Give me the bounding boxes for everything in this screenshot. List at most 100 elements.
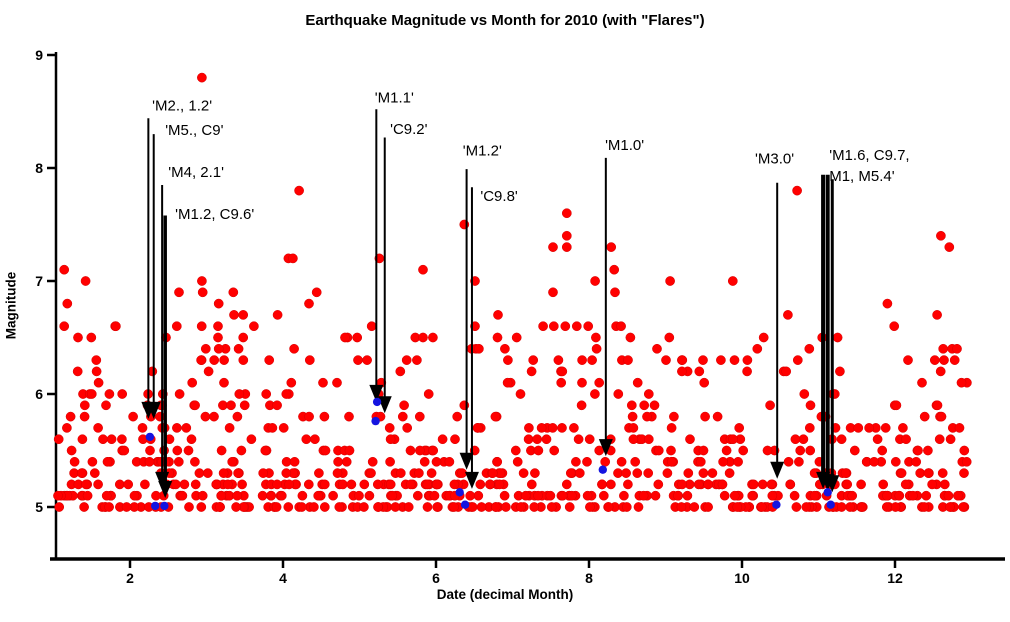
quake-dot bbox=[228, 287, 239, 298]
quake-dot bbox=[836, 434, 847, 445]
flare-annotation-label: 'M1.0' bbox=[605, 137, 644, 154]
quake-dot bbox=[560, 321, 571, 332]
quake-dot bbox=[211, 479, 222, 490]
quake-dot bbox=[457, 468, 467, 478]
quake-dot bbox=[89, 468, 100, 478]
quake-dot bbox=[429, 490, 440, 501]
quake-dot bbox=[801, 502, 812, 512]
flare-annotation-label: 'M4, 2.1' bbox=[168, 164, 224, 181]
quake-dot bbox=[742, 366, 752, 377]
quake-dot bbox=[698, 355, 708, 365]
x-tick-label: 6 bbox=[432, 570, 440, 586]
quake-dot bbox=[174, 389, 185, 399]
quake-dot bbox=[276, 490, 287, 501]
quake-dot bbox=[233, 468, 243, 478]
quake-dot bbox=[385, 434, 396, 445]
flare-annotation-label: 'C9.2' bbox=[390, 121, 428, 138]
quake-dot bbox=[82, 490, 93, 501]
quake-dot bbox=[703, 479, 714, 490]
quake-dot bbox=[129, 490, 140, 501]
quake-dot bbox=[610, 287, 620, 298]
quake-dot bbox=[493, 310, 503, 320]
quake-dot bbox=[626, 400, 637, 411]
quake-dot bbox=[200, 411, 211, 422]
quake-dot bbox=[492, 456, 503, 467]
quake-dot bbox=[309, 502, 319, 512]
quake-dot bbox=[397, 411, 408, 422]
quake-dot bbox=[619, 490, 629, 501]
quake-dot bbox=[101, 400, 111, 411]
quake-dot bbox=[785, 479, 796, 490]
quake-dot bbox=[919, 411, 930, 422]
quake-dot bbox=[557, 366, 568, 377]
quake-dot bbox=[231, 502, 241, 512]
quake-dot bbox=[452, 411, 463, 422]
quake-dot bbox=[724, 468, 735, 478]
flare-arrowhead bbox=[369, 384, 384, 402]
quake-dot bbox=[792, 355, 803, 365]
quake-dot bbox=[583, 321, 594, 332]
quake-dot bbox=[510, 445, 521, 456]
quake-dot bbox=[869, 456, 879, 467]
quake-dot bbox=[541, 434, 552, 445]
quake-dot bbox=[476, 502, 487, 512]
quake-dot bbox=[213, 332, 223, 343]
quake-dot bbox=[187, 377, 198, 388]
quake-dot bbox=[832, 332, 843, 343]
quake-dot bbox=[190, 479, 201, 490]
quake-dot bbox=[128, 411, 138, 422]
quake-dot bbox=[219, 355, 229, 365]
quake-dot bbox=[194, 468, 205, 478]
quake-dot bbox=[799, 389, 810, 399]
quake-dot bbox=[781, 366, 792, 377]
quake-dot bbox=[666, 456, 677, 467]
quake-dot bbox=[303, 479, 314, 490]
quake-dot bbox=[213, 298, 224, 309]
quake-dot bbox=[344, 411, 354, 422]
quake-dot bbox=[80, 276, 91, 286]
quake-dot bbox=[756, 502, 767, 512]
quake-dot bbox=[344, 445, 355, 456]
quake-dot bbox=[836, 502, 847, 512]
quake-dot bbox=[938, 343, 949, 354]
quake-dot bbox=[939, 479, 950, 490]
quake-dot bbox=[952, 343, 962, 354]
quake-dot bbox=[698, 445, 709, 456]
quake-dot bbox=[213, 343, 224, 354]
quake-dot bbox=[921, 490, 932, 501]
quake-dot bbox=[528, 355, 539, 365]
quake-dot bbox=[791, 502, 802, 512]
quake-dot bbox=[249, 321, 259, 332]
quake-dot bbox=[794, 456, 804, 467]
quake-dot bbox=[412, 490, 423, 501]
quake-dot bbox=[183, 445, 194, 456]
flare-arrowhead bbox=[146, 401, 161, 419]
quake-dot bbox=[284, 479, 294, 490]
quake-dot bbox=[673, 490, 683, 501]
quake-dot bbox=[898, 423, 908, 433]
quake-dot bbox=[373, 502, 383, 512]
quake-dot bbox=[313, 490, 324, 501]
quake-dot bbox=[144, 456, 155, 467]
quake-dot bbox=[638, 490, 649, 501]
quake-dot bbox=[390, 502, 401, 512]
quake-dot bbox=[86, 332, 97, 343]
quake-dot bbox=[643, 468, 654, 478]
quake-dot bbox=[91, 355, 102, 365]
quake-dot bbox=[227, 456, 238, 467]
quake-dot bbox=[520, 490, 531, 501]
quake-dot bbox=[224, 423, 235, 433]
quake-dot bbox=[881, 502, 892, 512]
flare-dot bbox=[372, 397, 382, 407]
quake-dot bbox=[762, 445, 773, 456]
quake-dot bbox=[296, 502, 307, 512]
flare-arrowhead bbox=[770, 461, 785, 479]
quake-dot bbox=[266, 490, 277, 501]
quake-dot bbox=[319, 411, 330, 422]
quake-dot bbox=[79, 411, 90, 422]
quake-dot bbox=[603, 502, 614, 512]
quake-dot bbox=[119, 445, 130, 456]
quake-dot bbox=[104, 389, 115, 399]
chart-title: Earthquake Magnitude vs Month for 2010 (… bbox=[305, 12, 705, 29]
quake-dot bbox=[155, 411, 165, 422]
